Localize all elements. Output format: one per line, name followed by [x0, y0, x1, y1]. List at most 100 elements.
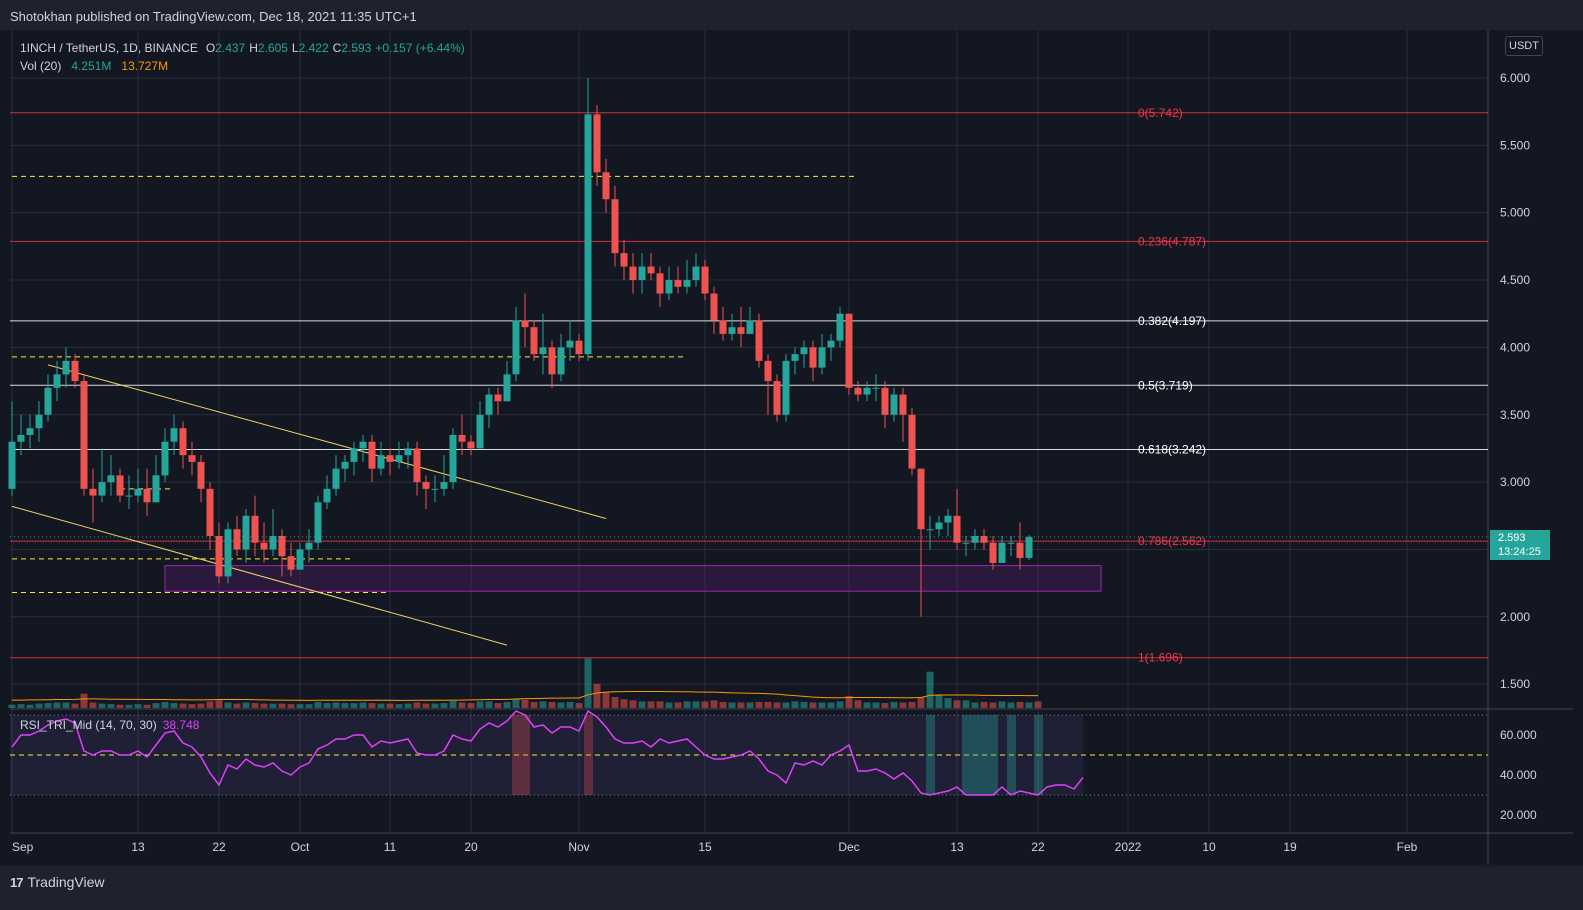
candle-body[interactable] [782, 360, 790, 415]
candle-body[interactable] [8, 441, 16, 489]
candle-body[interactable] [899, 394, 907, 415]
candle-body[interactable] [35, 414, 43, 429]
candle-body[interactable] [629, 266, 637, 281]
candle-body[interactable] [431, 488, 439, 490]
candle-body[interactable] [638, 266, 646, 281]
candle-body[interactable] [179, 428, 187, 456]
candle-body[interactable] [692, 266, 700, 281]
candle-body[interactable] [701, 266, 709, 294]
candle-body[interactable] [287, 556, 295, 570]
candle-body[interactable] [773, 381, 781, 415]
candle-body[interactable] [656, 273, 664, 294]
candle-body[interactable] [494, 394, 502, 402]
candle-body[interactable] [233, 529, 241, 550]
candle-body[interactable] [188, 455, 196, 462]
candle-body[interactable] [341, 461, 349, 469]
candle-body[interactable] [152, 475, 160, 503]
volume-label[interactable]: Vol (20) [20, 59, 62, 73]
candle-body[interactable] [161, 441, 169, 476]
candle-body[interactable] [359, 441, 367, 449]
candle-body[interactable] [575, 340, 583, 355]
candle-body[interactable] [971, 535, 979, 543]
candle-body[interactable] [395, 455, 403, 462]
candle-body[interactable] [449, 434, 457, 483]
candle-body[interactable] [44, 387, 52, 415]
candle-body[interactable] [107, 475, 115, 483]
candle-body[interactable] [737, 327, 745, 334]
candle-body[interactable] [566, 340, 574, 348]
candle-body[interactable] [323, 488, 331, 503]
currency-badge[interactable]: USDT [1505, 36, 1543, 56]
candle-body[interactable] [386, 455, 394, 462]
symbol-title[interactable]: 1INCH / TetherUS, 1D, BINANCE [20, 41, 198, 55]
candle-body[interactable] [611, 199, 619, 254]
candle-body[interactable] [557, 347, 565, 375]
candle-body[interactable] [728, 327, 736, 334]
candle-body[interactable] [962, 542, 970, 544]
candle-body[interactable] [665, 280, 673, 294]
support-zone-box[interactable] [164, 565, 1102, 592]
candle-body[interactable] [746, 320, 754, 334]
candle-body[interactable] [80, 381, 88, 489]
candle-body[interactable] [755, 320, 763, 361]
candle-body[interactable] [593, 114, 601, 173]
candle-body[interactable] [26, 428, 34, 435]
candle-body[interactable] [476, 414, 484, 449]
candle-body[interactable] [125, 495, 133, 497]
candle-body[interactable] [89, 488, 97, 496]
candle-body[interactable] [989, 542, 997, 563]
candle-body[interactable] [854, 387, 862, 395]
candle-body[interactable] [935, 522, 943, 530]
candle-body[interactable] [377, 455, 385, 469]
candle-body[interactable] [296, 549, 304, 570]
candle-body[interactable] [314, 502, 322, 543]
candle-body[interactable] [134, 488, 142, 496]
candle-body[interactable] [503, 374, 511, 402]
candle-body[interactable] [863, 387, 871, 395]
candle-body[interactable] [719, 320, 727, 334]
candle-body[interactable] [62, 360, 70, 375]
candle-body[interactable] [224, 529, 232, 577]
trendline[interactable] [47, 364, 607, 519]
candle-body[interactable] [143, 488, 151, 503]
candle-body[interactable] [584, 114, 592, 355]
candle-body[interactable] [926, 529, 934, 531]
candle-body[interactable] [422, 482, 430, 489]
candle-body[interactable] [242, 515, 250, 550]
candle-body[interactable] [440, 482, 448, 489]
candle-body[interactable] [827, 340, 835, 348]
candle-body[interactable] [1007, 542, 1015, 544]
candle-body[interactable] [485, 394, 493, 415]
chart-area[interactable] [10, 30, 1573, 865]
candle-body[interactable] [548, 347, 556, 375]
candle-body[interactable] [260, 542, 268, 550]
candle-body[interactable] [269, 535, 277, 550]
candle-body[interactable] [413, 448, 421, 483]
candle-body[interactable] [521, 320, 529, 328]
candle-body[interactable] [305, 542, 313, 550]
candle-body[interactable] [368, 441, 376, 469]
candle-body[interactable] [404, 448, 412, 456]
candle-body[interactable] [350, 448, 358, 462]
candle-body[interactable] [1016, 542, 1024, 558]
candle-body[interactable] [71, 360, 79, 382]
candle-body[interactable] [953, 515, 961, 543]
candle-body[interactable] [116, 475, 124, 496]
candle-body[interactable] [512, 320, 520, 375]
candle-body[interactable] [674, 280, 682, 287]
candle-body[interactable] [764, 360, 772, 382]
candle-body[interactable] [278, 535, 286, 557]
candle-body[interactable] [683, 280, 691, 287]
candle-body[interactable] [800, 347, 808, 355]
candle-body[interactable] [710, 293, 718, 321]
rsi-line[interactable] [11, 709, 1084, 796]
candle-body[interactable] [917, 468, 925, 530]
candle-body[interactable] [206, 488, 214, 536]
candle-body[interactable] [791, 354, 799, 361]
candle-body[interactable] [1025, 536, 1033, 558]
candle-body[interactable] [647, 266, 655, 274]
candle-body[interactable] [620, 253, 628, 267]
candle-body[interactable] [872, 387, 880, 389]
candle-body[interactable] [890, 394, 898, 415]
candle-body[interactable] [53, 374, 61, 388]
